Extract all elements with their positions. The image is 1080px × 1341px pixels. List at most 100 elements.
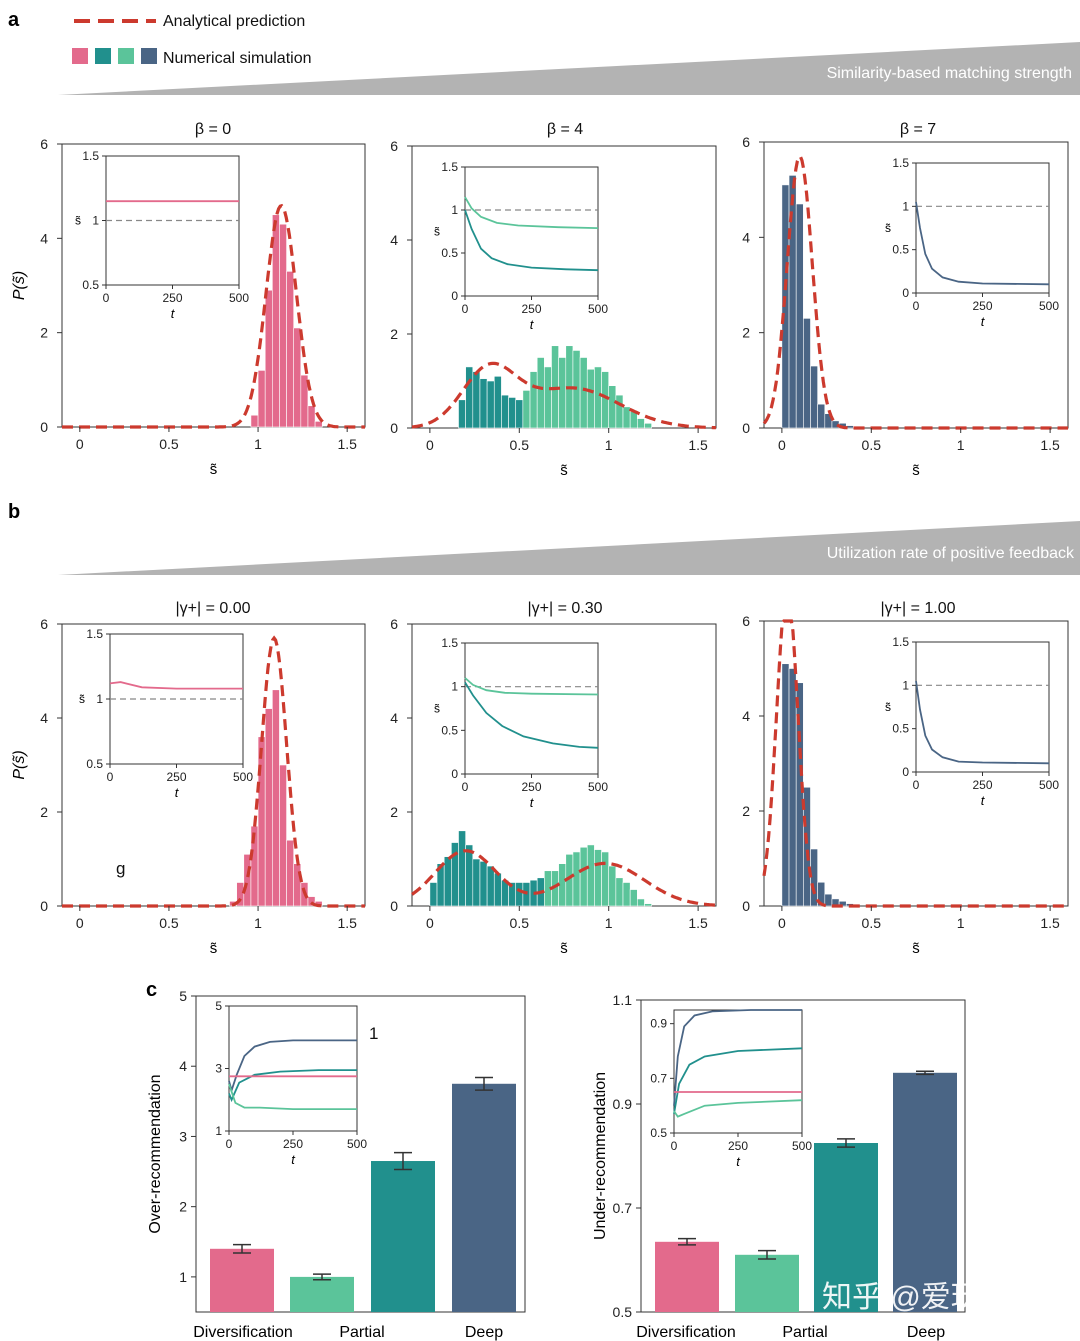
a1-ylabel: P(s̃) (11, 271, 28, 300)
b2-xlabel: s̃ (560, 940, 568, 957)
b2-hist-bar (572, 851, 581, 907)
a2-hist-bar (536, 357, 545, 429)
b2-hist-bar (479, 861, 488, 907)
b2-hist-bar (472, 858, 481, 907)
c1-ytick-label: 1 (179, 1269, 187, 1285)
chart-over-recommendation: 1 2 3 4 5 Diversification Partial Deep Over-reco… (147, 988, 526, 1341)
b2-ytick-label: 2 (390, 804, 398, 820)
b2-hist-bar (579, 846, 588, 907)
b3-inset-ytick-label: 0.5 (892, 722, 909, 736)
a3-xtick-label: 1.5 (1040, 437, 1060, 453)
b1-inset-ytick-label: 1 (96, 692, 103, 706)
c2-ytick-label: 1.1 (613, 992, 633, 1008)
a2-inset-line-teal (464, 209, 599, 272)
a2-hist-bar (579, 357, 588, 429)
legend-prediction-label: Analytical prediction (163, 13, 305, 30)
stray-label-g: g (116, 859, 125, 878)
c1-bar-pink (210, 1248, 274, 1312)
a2-inset-ytick-label: 1.5 (441, 160, 458, 174)
b2-hist-bar (629, 889, 638, 907)
a1-inset-xlabel: t (171, 306, 176, 321)
a1-hist-bar (272, 214, 280, 428)
a2-hist-bar (608, 385, 617, 429)
b3-inset-ylabel: s̃ (885, 700, 891, 714)
b2-hist-bar (601, 851, 610, 907)
c2-bar-pink (655, 1241, 719, 1312)
c1-inset-ytick-label: 1 (215, 1124, 222, 1138)
b1-hist-bar (257, 736, 266, 907)
b3-inset-ytick-label: 1.5 (892, 635, 909, 649)
a2-hist-bar (558, 357, 567, 429)
b1-ytick-label: 2 (40, 804, 48, 820)
b2-hist-bar (486, 865, 495, 907)
b2-xtick-label: 0 (426, 915, 434, 931)
a2-hist-bar (601, 371, 610, 429)
chart-beta-4: 0 0.5 1 1.5 0 2 4 6 s̃ β = 4 0 250 500 0 0.5 1 1.5 t s̃ (390, 121, 717, 479)
b1-title: |γ+| = 0.00 (175, 600, 250, 617)
a3-title: β = 7 (900, 121, 936, 138)
c2-inset-xtick-label: 0 (671, 1139, 678, 1153)
a1-xtick-label: 0 (76, 436, 84, 452)
a3-xlabel: s̃ (912, 462, 920, 479)
a1-inset-ytick-label: 0.5 (82, 278, 99, 292)
c1-inset-line-teal (228, 1069, 357, 1103)
a2-hist-bar (472, 371, 481, 429)
c1-inset-xtick-label: 250 (283, 1137, 303, 1151)
a2-hist-bar (522, 390, 531, 429)
b3-xtick-label: 0.5 (862, 915, 882, 931)
b3-ytick-label: 0 (742, 898, 750, 914)
b2-xtick-label: 1 (605, 915, 613, 931)
c2-inset-line-teal (673, 1047, 803, 1115)
b1-inset-ytick-label: 1.5 (86, 627, 103, 641)
chart-gamma-0-00: 0 0.5 1 1.5 0 2 4 6 s̃ P(s̃) |γ+| = 0.00 0 250 500 0.5… (11, 600, 366, 957)
a2-hist-bar (493, 375, 502, 429)
a3-ytick-label: 0 (742, 420, 750, 436)
a1-inset-ytick-label: 1 (92, 214, 99, 228)
b3-hist-bar (781, 663, 790, 907)
c2-ytick-label: 0.9 (613, 1096, 633, 1112)
legend-swatch-pink (72, 48, 88, 64)
watermark: 知乎 @爱玩的Ai (822, 1281, 1037, 1314)
a3-hist-bar (817, 403, 826, 429)
a1-ytick-label: 6 (40, 136, 48, 152)
a2-ytick-label: 2 (390, 326, 398, 342)
a2-hist-bar (465, 366, 474, 429)
b1-axes-frame (61, 623, 366, 907)
c1-inset-ytick-label: 3 (215, 1062, 222, 1076)
a2-xtick-label: 0 (426, 437, 434, 453)
b3-inset-line-navy (915, 680, 1050, 765)
b3-hist-bar (788, 668, 797, 907)
c2-inset-ytick-label: 0.7 (650, 1071, 667, 1085)
c1-bar-navy (452, 1083, 516, 1312)
a1-axes-frame (61, 143, 366, 428)
a2-xtick-label: 1 (605, 437, 613, 453)
b3-xtick-label: 0 (778, 915, 786, 931)
a2-hist-bar (644, 422, 652, 429)
b1-inset-ytick-label: 0.5 (86, 757, 103, 771)
a2-xtick-label: 1.5 (688, 437, 708, 453)
b3-ytick-label: 2 (742, 803, 750, 819)
b2-inset-line-teal (464, 681, 599, 749)
b3-inset-xtick-label: 250 (972, 778, 992, 792)
a2-ytick-label: 6 (390, 138, 398, 154)
a3-ytick-label: 4 (742, 229, 750, 245)
b3-xtick-label: 1 (957, 915, 965, 931)
wedge-similarity-label: Similarity-based matching strength (827, 65, 1072, 82)
c2-inset-xtick-label: 500 (792, 1139, 812, 1153)
a2-hist-bar (544, 366, 552, 429)
b2-inset-frame (464, 642, 599, 775)
a2-xtick-label: 0.5 (510, 437, 530, 453)
a2-inset-ytick-label: 0.5 (441, 246, 458, 260)
b2-hist-bar (622, 882, 631, 907)
c2-inset-frame (673, 1009, 803, 1134)
a1-hist-bar (300, 374, 309, 428)
b1-ytick-label: 4 (40, 710, 48, 726)
a2-hist-bar (458, 399, 466, 429)
a1-hist-bar (307, 405, 316, 428)
b3-hist-bar (810, 848, 818, 907)
a2-hist-bar (508, 397, 517, 429)
c2-inset-line-mint (673, 1099, 803, 1118)
legend-swatch-navy (141, 48, 157, 64)
b1-inset-line-pink (109, 681, 243, 690)
wedge-utilization (58, 521, 1080, 575)
